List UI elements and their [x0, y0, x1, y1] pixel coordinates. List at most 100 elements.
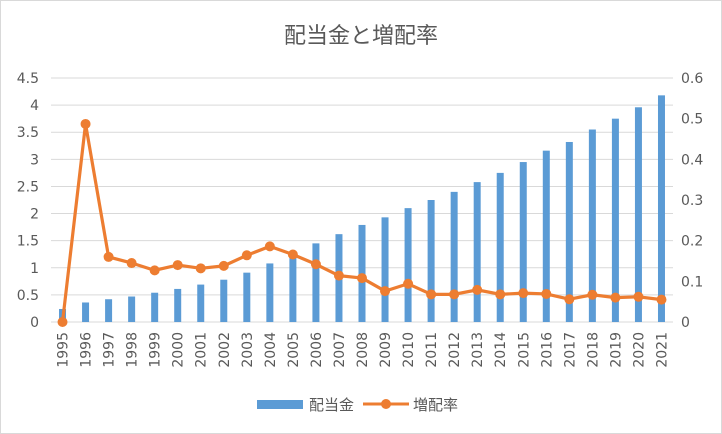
line-point	[57, 317, 68, 327]
bar	[427, 200, 435, 322]
chart-title: 配当金と増配率	[284, 24, 438, 49]
bar	[657, 95, 665, 323]
x-tick-label: 1997	[102, 332, 118, 368]
line-point	[610, 292, 621, 303]
bar-series	[59, 95, 665, 323]
line-point	[264, 241, 275, 252]
bar	[220, 279, 228, 322]
x-tick-label: 2010	[401, 332, 417, 368]
legend: 配当金 増配率	[257, 396, 458, 414]
y-left-tick-label: 1.5	[17, 234, 39, 250]
x-tick-label: 2016	[539, 332, 555, 368]
y-right-tick-label: 0	[681, 315, 690, 331]
x-tick-label: 2013	[470, 332, 486, 368]
line-point	[149, 265, 160, 276]
legend-label-line: 増配率	[413, 396, 458, 414]
bar	[473, 182, 481, 322]
line-point	[357, 273, 367, 284]
y-right-tick-label: 0.4	[681, 152, 703, 168]
line-point	[287, 249, 298, 260]
x-tick-label: 2018	[585, 332, 601, 368]
line-series	[57, 118, 667, 327]
x-tick-label: 1999	[148, 332, 164, 368]
bar	[128, 296, 136, 322]
y-left-tick-label: 1	[30, 261, 39, 277]
line-point	[541, 288, 552, 299]
line-point	[126, 258, 137, 269]
line-point	[103, 251, 114, 262]
line-point	[241, 250, 252, 261]
x-tick-label: 2002	[217, 332, 233, 368]
x-tick-label: 2017	[562, 332, 578, 368]
y-left-tick-label: 3.5	[17, 125, 39, 141]
line-point	[633, 291, 644, 302]
x-tick-label: 2020	[631, 332, 647, 368]
y-left-tick-label: 2	[30, 207, 39, 223]
x-tick-label: 2000	[171, 332, 187, 368]
x-axis-ticks: 1995 1996 1997 1998 1999 2000 2001 2002 2003 2004…	[56, 332, 671, 368]
x-tick-label: 2015	[516, 332, 532, 368]
y-left-tick-label: 3	[30, 152, 39, 168]
x-tick-label: 2006	[309, 332, 325, 368]
line-point	[310, 259, 321, 270]
bar	[266, 263, 274, 322]
y-left-tick-label: 2.5	[17, 179, 39, 195]
bar	[174, 288, 182, 322]
x-tick-label: 2005	[286, 332, 302, 368]
x-tick-label: 1998	[125, 332, 141, 368]
y-right-tick-label: 0.3	[681, 193, 703, 209]
y-right-tick-label: 0.5	[681, 112, 703, 128]
bar	[565, 141, 573, 322]
legend-label-bar: 配当金	[309, 396, 354, 414]
bar	[381, 217, 389, 322]
line-point	[172, 260, 183, 271]
line-point	[518, 288, 529, 299]
y-right-tick-label: 0.6	[681, 71, 703, 87]
bar	[197, 284, 205, 322]
line-point	[380, 286, 391, 297]
line-point	[195, 263, 206, 274]
y-left-tick-label: 4	[30, 98, 39, 114]
line-point	[656, 294, 667, 305]
x-tick-label: 2014	[493, 332, 509, 368]
bar	[611, 118, 619, 323]
y-left-tick-label: 0.5	[17, 288, 39, 304]
line-point	[218, 260, 229, 271]
bar	[151, 292, 159, 322]
left-axis-ticks: 0 0.5 1 1.5 2 2.5 3 3.5 4 4.5	[17, 71, 39, 331]
y-right-tick-label: 0.2	[681, 234, 703, 250]
y-left-tick-label: 0	[30, 315, 39, 331]
line-point	[80, 118, 91, 129]
x-tick-label: 2009	[378, 332, 394, 368]
x-tick-label: 2012	[447, 332, 463, 368]
line-point	[472, 284, 483, 295]
bar	[82, 302, 90, 322]
bar	[404, 208, 412, 322]
bar	[519, 162, 527, 322]
x-tick-label: 2019	[608, 332, 624, 368]
x-tick-label: 2003	[240, 332, 256, 368]
line-point	[333, 270, 344, 281]
line-point	[449, 289, 460, 300]
bar	[542, 150, 550, 322]
x-tick-label: 2001	[194, 332, 210, 368]
line-point	[403, 278, 414, 289]
bar	[105, 299, 113, 322]
bar	[243, 272, 251, 322]
bar	[588, 129, 596, 322]
right-axis-ticks: 0 0.1 0.2 0.3 0.4 0.5 0.6	[681, 71, 703, 331]
x-tick-label: 2021	[654, 332, 670, 368]
y-left-tick-label: 4.5	[17, 71, 39, 87]
x-tick-label: 2004	[263, 332, 279, 368]
x-tick-label: 2011	[424, 332, 440, 368]
y-right-tick-label: 0.1	[681, 274, 703, 290]
line-point	[495, 289, 506, 300]
bar	[496, 172, 504, 322]
line-point	[426, 289, 437, 300]
bar	[312, 243, 320, 322]
bar	[289, 253, 297, 322]
bar	[634, 107, 642, 322]
x-tick-label: 1996	[79, 332, 95, 368]
